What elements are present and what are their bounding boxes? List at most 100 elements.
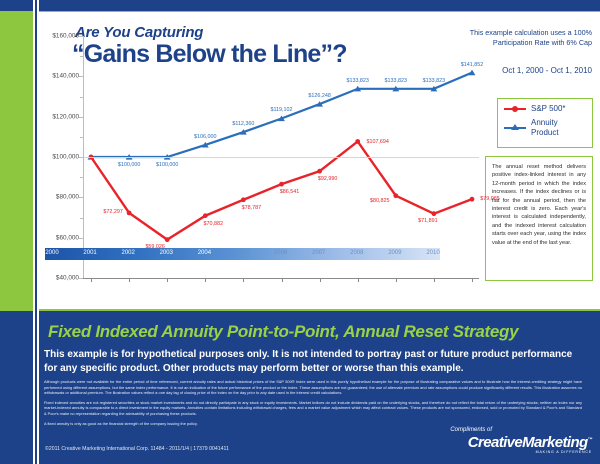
fineprint-block: Although products were not available for… — [44, 379, 582, 430]
fineprint-paragraph-1: Although products were not available for… — [44, 379, 582, 396]
data-point-label: $141,852 — [460, 61, 484, 68]
x-axis-year-label: 2002 — [121, 250, 135, 256]
y-axis-minor-tick — [80, 96, 83, 98]
logo-name-a: Creative — [467, 434, 523, 451]
data-point-label: $71,891 — [418, 217, 438, 224]
y-axis-tick-label: $140,000 — [52, 72, 79, 80]
x-axis-tick — [433, 278, 435, 282]
y-axis-tick-label: $100,000 — [52, 153, 79, 161]
x-axis-year-label: 2005 — [235, 250, 250, 256]
left-white-rule-2 — [37, 0, 39, 464]
data-point-label: $126,248 — [308, 93, 331, 100]
x-axis-year-label: 2000 — [45, 250, 59, 256]
x-axis-year-bar: 2000 2001 2002 2003 2004 2005 2006 2007 2008 2009… — [45, 248, 440, 260]
data-point-marker — [393, 193, 399, 199]
line-chart: $160,000 $140,000 $120,000 $100,000 $80,000 $… — [39, 32, 500, 298]
y-axis-tick-label: $40,000 — [55, 274, 79, 282]
x-axis-tick — [319, 278, 321, 282]
y-axis-tick — [79, 237, 83, 239]
left-white-rule-1 — [33, 0, 35, 464]
x-axis-tick — [472, 278, 473, 282]
company-logo: CreativeMarketing™ MAKING A DIFFERENCE — [467, 433, 593, 454]
data-point-marker — [163, 154, 171, 160]
headline-kicker: Are You Capturing — [75, 24, 204, 41]
legend-label-annuity: Annuity Product — [531, 118, 559, 137]
legend-item-annuity: Annuity Product — [504, 118, 586, 137]
y-axis-minor-tick — [80, 217, 83, 219]
y-axis-minor-tick — [80, 136, 83, 138]
compliments-label: Compliments of — [450, 427, 492, 433]
baseline-reference-line — [84, 157, 479, 158]
x-axis-tick — [167, 278, 169, 282]
y-axis-line — [83, 36, 84, 278]
logo-trademark: ™ — [587, 437, 593, 443]
date-range-label: Oct 1, 2000 - Oct 1, 2010 — [502, 66, 592, 75]
data-point-label: $119,102 — [270, 107, 293, 114]
data-point-label: $78,787 — [241, 204, 262, 211]
y-axis-tick-label: $80,000 — [55, 193, 79, 201]
x-axis-year-label: 2001 — [83, 250, 97, 256]
y-axis-tick — [79, 36, 83, 37]
logo-tagline: MAKING A DIFFERENCE — [535, 450, 592, 454]
page-title: “Gains Below the Line”? — [72, 40, 348, 68]
annuity-line-icon — [504, 123, 526, 133]
legend-label-sp500: S&P 500* — [531, 104, 566, 114]
x-axis-year-label: 2003 — [159, 250, 173, 256]
x-axis-year-label: 2007 — [312, 250, 326, 256]
y-axis-minor-tick — [80, 177, 83, 179]
data-point-marker — [354, 85, 362, 92]
data-point-label: $106,000 — [194, 133, 217, 140]
data-point-marker — [279, 181, 284, 187]
data-point-marker — [431, 211, 437, 217]
fineprint-paragraph-3: A fixed annuity is only as good as the f… — [44, 420, 198, 426]
x-axis-tick — [357, 278, 359, 282]
x-axis-year-label: 2010 — [426, 250, 440, 256]
data-point-marker — [125, 154, 133, 160]
chart-legend: S&P 500* Annuity Product — [497, 98, 593, 148]
y-axis-tick — [79, 116, 83, 118]
data-point-marker — [317, 168, 322, 174]
logo-wordmark: CreativeMarketing™ — [467, 433, 593, 451]
data-point-label: $92,990 — [317, 176, 338, 183]
left-blue-rule — [35, 0, 37, 464]
y-axis-tick-label: $120,000 — [52, 113, 79, 121]
disclaimer-headline: This example is for hypothetical purpose… — [44, 349, 573, 374]
data-point-marker — [278, 115, 285, 122]
y-axis-tick — [79, 157, 83, 158]
strategy-title: Fixed Indexed Annuity Point-to-Point, An… — [48, 322, 519, 341]
y-axis-tick-label: $60,000 — [55, 234, 79, 242]
x-axis-year-label: 2008 — [350, 250, 364, 256]
y-axis-tick — [79, 197, 83, 199]
data-point-marker — [201, 141, 209, 148]
copyright-line: ©2011 Creative Marketing International C… — [45, 446, 229, 452]
data-point-marker — [316, 101, 323, 107]
data-point-marker — [468, 69, 476, 76]
data-point-marker — [202, 213, 208, 219]
fineprint-paragraph-2: Fixed indexed annuities are not register… — [44, 399, 582, 416]
y-axis-labels: $160,000 $140,000 $120,000 $100,000 $80,000 $… — [39, 32, 83, 282]
x-axis-tick — [205, 278, 207, 282]
data-point-marker — [164, 237, 170, 243]
data-point-marker — [241, 197, 246, 203]
data-point-label: $133,823 — [384, 77, 408, 84]
x-axis-line — [83, 278, 479, 279]
x-axis-year-label: 2004 — [197, 250, 212, 256]
data-point-label: $100,000 — [155, 162, 179, 168]
y-axis-tick — [79, 76, 83, 78]
data-point-marker — [240, 129, 247, 135]
data-point-label: $133,823 — [422, 77, 446, 84]
data-point-label: $86,541 — [279, 189, 300, 196]
y-axis-minor-tick — [80, 56, 83, 58]
y-axis-tick — [79, 278, 83, 279]
y-axis-tick-label: $160,000 — [52, 32, 79, 40]
x-axis-tick — [91, 278, 92, 282]
data-point-marker — [126, 210, 132, 216]
data-point-label: $100,000 — [117, 162, 141, 168]
data-point-label: $80,825 — [370, 197, 390, 204]
data-point-label: $79,085 — [480, 196, 500, 203]
data-point-label: $72,297 — [103, 208, 123, 215]
x-axis-tick — [129, 278, 131, 282]
x-axis-year-label: 2009 — [388, 250, 402, 256]
legend-item-sp500: S&P 500* — [504, 104, 586, 114]
